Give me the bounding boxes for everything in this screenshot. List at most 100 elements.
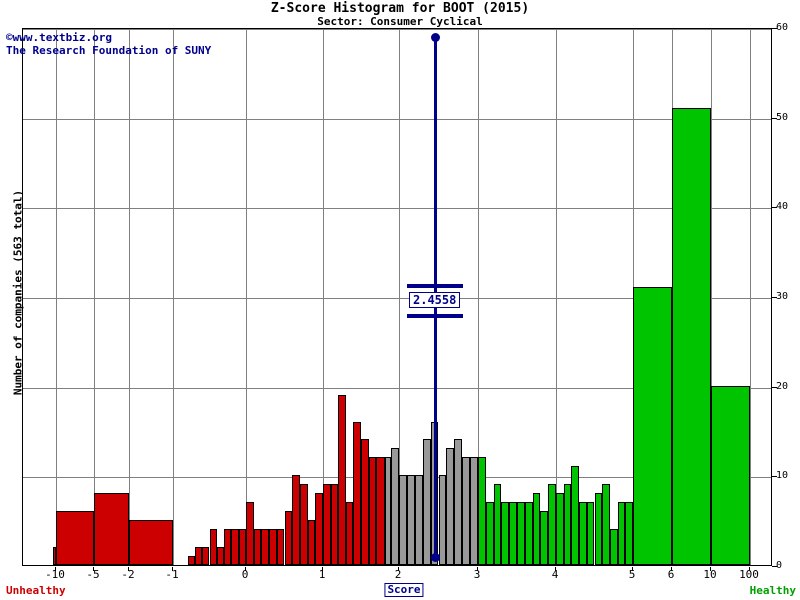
gridline-vertical: [56, 29, 57, 565]
y-axis-tick-mark: [772, 566, 777, 567]
histogram-bar: [406, 475, 415, 565]
plot-area: 2.4558: [22, 28, 772, 566]
x-axis-tick-label: 6: [667, 568, 675, 581]
histogram-bar: [376, 457, 385, 565]
histogram-bar: [338, 394, 346, 565]
x-axis-tick-mark: [172, 567, 173, 571]
score-value-label: 2.4558: [409, 292, 461, 308]
histogram-bar: [617, 502, 626, 565]
gridline-horizontal: [23, 119, 771, 120]
histogram-bar: [438, 475, 447, 565]
y-axis-tick-label: 10: [776, 470, 789, 482]
histogram-bar: [711, 385, 750, 565]
gridline-vertical: [399, 29, 400, 565]
unhealthy-label: Unhealthy: [6, 584, 66, 597]
x-axis-tick-mark: [632, 567, 633, 571]
y-axis-tick-label: 30: [776, 291, 789, 302]
x-axis-tick-label: 3: [473, 568, 481, 581]
y-axis-tick-label: 40: [776, 201, 789, 213]
histogram-bar: [209, 529, 217, 565]
gridline-horizontal: [23, 388, 771, 389]
histogram-bar: [202, 547, 210, 565]
x-axis-tick-label: 10: [703, 568, 717, 581]
histogram-bar: [493, 484, 502, 565]
gridline-vertical: [750, 29, 751, 565]
y-axis-tick-label: 0: [776, 560, 783, 571]
histogram-bar: [94, 493, 129, 565]
y-axis-tick-mark: [772, 387, 777, 388]
histogram-bar: [470, 457, 478, 565]
x-axis-tick-label: 2: [394, 568, 402, 581]
x-axis-tick-label: 4: [551, 568, 559, 581]
gridline-horizontal: [23, 29, 771, 30]
x-axis-tick-mark: [671, 567, 672, 571]
x-axis-label-score: Score: [384, 583, 424, 597]
gridline-horizontal: [23, 208, 771, 209]
x-axis-tick-label: -10: [45, 568, 65, 581]
y-axis-tick-mark: [772, 297, 777, 298]
histogram-bar: [391, 448, 399, 565]
y-axis-tick-mark: [772, 476, 777, 477]
gridline-horizontal: [23, 298, 771, 299]
histogram-bar: [246, 502, 254, 565]
histogram-bar: [261, 529, 270, 565]
x-axis-tick-mark: [93, 567, 94, 571]
histogram-bar: [307, 520, 316, 565]
histogram-bar: [633, 287, 672, 565]
histogram-bar: [384, 457, 392, 565]
score-marker-bar-bottom: [407, 314, 463, 318]
histogram-bar: [540, 511, 549, 565]
histogram-bar: [571, 466, 580, 565]
y-axis-tick-mark: [772, 207, 777, 208]
histogram-bar: [625, 502, 633, 565]
histogram-bar: [56, 511, 94, 565]
histogram-bar: [548, 484, 556, 565]
gridline-vertical: [246, 29, 247, 565]
histogram-bar: [345, 502, 354, 565]
x-axis-tick-label: -2: [121, 568, 135, 581]
score-marker-dot-top: [430, 33, 440, 42]
x-axis-tick-mark: [55, 567, 56, 571]
histogram-bar: [238, 529, 246, 565]
histogram-bar: [216, 547, 225, 565]
histogram-bar: [524, 502, 533, 565]
histogram-bar: [501, 502, 510, 565]
histogram-bar: [485, 502, 494, 565]
histogram-bar: [446, 448, 455, 565]
x-axis-tick-mark: [749, 567, 750, 571]
y-axis-tick-mark: [772, 28, 777, 29]
watermark-site: ©www.textbiz.org: [6, 31, 112, 44]
histogram-bar: [194, 547, 203, 565]
x-axis-tick-mark: [245, 567, 246, 571]
x-axis-tick-mark: [710, 567, 711, 571]
histogram-bar: [53, 547, 56, 565]
x-axis-tick-label: 1: [318, 568, 326, 581]
x-axis-tick-mark: [322, 567, 323, 571]
x-axis-tick-mark: [555, 567, 556, 571]
gridline-vertical: [478, 29, 479, 565]
score-marker-bar-top: [407, 284, 463, 288]
gridline-vertical: [129, 29, 130, 565]
x-axis-tick-mark: [398, 567, 399, 571]
chart-title: Z-Score Histogram for BOOT (2015): [270, 1, 530, 16]
histogram-bar: [330, 484, 339, 565]
x-axis-tick-label: 100: [739, 568, 759, 581]
histogram-bar: [284, 511, 293, 565]
chart-subtitle: Sector: Consumer Cyclical: [317, 15, 483, 28]
histogram-bar: [361, 439, 369, 565]
histogram-bar: [462, 457, 471, 565]
score-marker-layer: 2.4558: [23, 29, 771, 565]
histogram-bar: [509, 502, 517, 565]
x-axis-tick-label: -5: [86, 568, 100, 581]
score-marker-dot-bottom: [430, 553, 440, 562]
histogram-bar: [353, 421, 361, 565]
histogram-bar: [368, 457, 377, 565]
histogram-bar: [478, 457, 486, 565]
y-axis-tick-mark: [772, 118, 777, 119]
histogram-bar: [276, 529, 285, 565]
y-axis-tick-label: 60: [776, 22, 789, 33]
histogram-bar: [269, 529, 277, 565]
histogram-bar: [129, 520, 173, 565]
x-axis-tick-mark: [477, 567, 478, 571]
